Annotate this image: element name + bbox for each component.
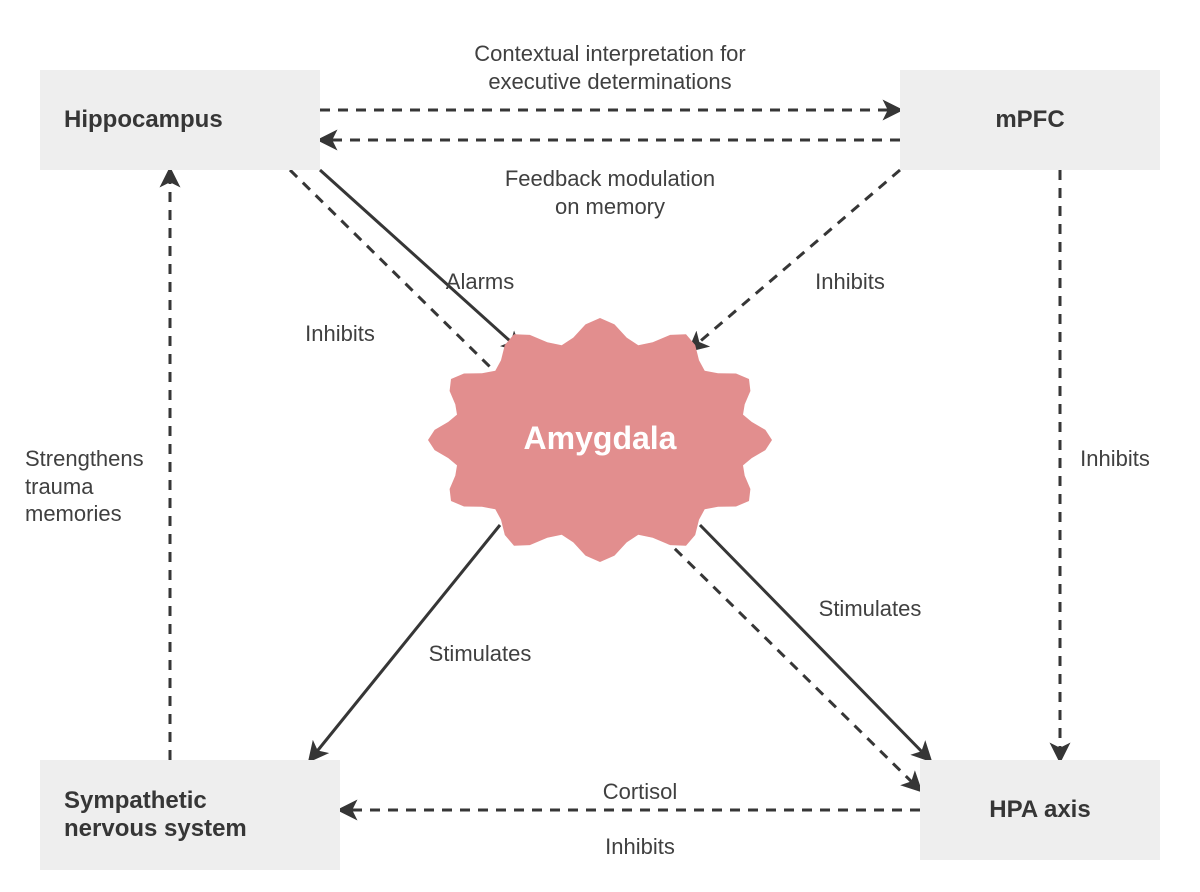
edge-label-cortisol: Cortisol [440,778,840,806]
edge-label-contextual: Contextual interpretation for executive … [410,40,810,95]
diagram-canvas: Hippocampus mPFC Sympathetic nervous sys… [0,0,1200,892]
edge-label-inhibits-bot: Inhibits [440,833,840,861]
edge-label-feedback: Feedback modulation on memory [410,165,810,220]
edge-label-strengthens: Strengthens trauma memories [25,445,225,528]
edge-label-stimulates-sns: Stimulates [280,640,680,668]
node-hippocampus: Hippocampus [40,70,320,170]
node-sns: Sympathetic nervous system [40,760,340,870]
edge-label-inhibits-mpfc: Inhibits [650,268,1050,296]
node-mpfc: mPFC [900,70,1160,170]
node-label: Hippocampus [64,106,223,134]
edge-label-inhibits-hipp: Inhibits [140,320,540,348]
amygdala-label: Amygdala [450,420,750,457]
edge-label-inhibits-side: Inhibits [915,445,1200,473]
edge-label-stimulates-hpa: Stimulates [670,595,1070,623]
edge-label-alarms: Alarms [280,268,680,296]
node-label: Sympathetic nervous system [64,787,247,843]
node-label: HPA axis [989,796,1090,824]
node-label: mPFC [995,106,1064,134]
node-hpa: HPA axis [920,760,1160,860]
